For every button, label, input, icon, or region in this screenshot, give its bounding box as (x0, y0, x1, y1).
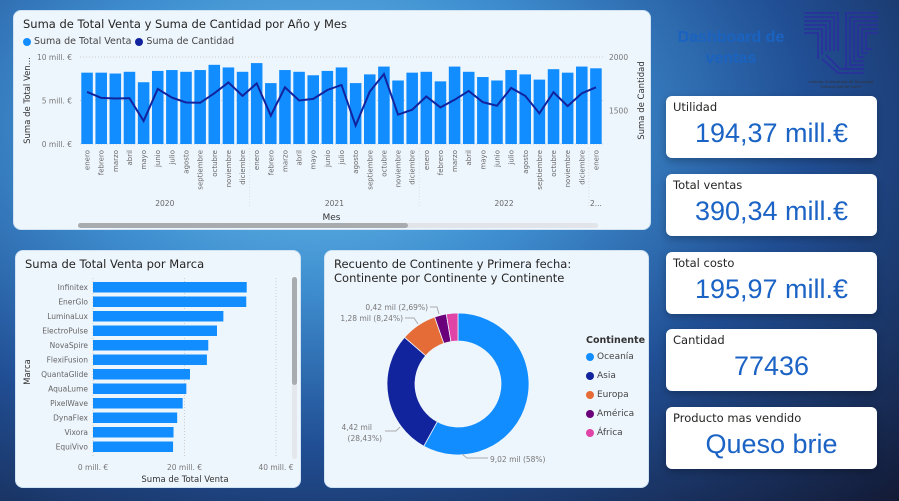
kpi-card-total-costo: Total costo 195,97 mill.€ (666, 252, 877, 314)
kpi-label: Cantidad (673, 333, 725, 347)
kpi-value: 195,97 mill.€ (694, 274, 849, 304)
kpi-card-utilidad: Utilidad 194,37 mill.€ (666, 96, 877, 158)
svg-text:Instituto Universitario de Tec: Instituto Universitario de Tecnología (809, 80, 874, 84)
legend-item-américa[interactable]: América (586, 409, 645, 419)
sales-quantity-combo-chart[interactable]: Suma de Total Venta y Suma de Cantidad p… (13, 10, 651, 230)
legend-item-áfrica[interactable]: África (586, 428, 645, 438)
legend-dot-icon (586, 410, 594, 418)
legend-dot-icon (23, 37, 31, 46)
legend-item-asia[interactable]: Asia (586, 371, 645, 381)
continent-donut-chart[interactable]: Recuento de Continente y Primera fecha: … (324, 250, 649, 488)
kpi-card-total-ventas: Total ventas 390,34 mill.€ (666, 174, 877, 236)
chart-title: Suma de Total Venta y Suma de Cantidad p… (23, 17, 347, 31)
donut-legend: Continente Oceanía Asia Europa América Áfric… (586, 335, 645, 447)
kpi-label: Total ventas (673, 178, 743, 192)
legend-item-quantity[interactable]: Suma de Cantidad (135, 36, 234, 47)
legend-label: Asia (597, 371, 616, 381)
chart-legend: Suma de Total Venta Suma de Cantidad (23, 36, 234, 47)
legend-dot-icon (135, 37, 144, 46)
legend-label: Suma de Total Venta (34, 36, 132, 47)
kpi-value: 194,37 mill.€ (694, 118, 849, 148)
kpi-label: Producto mas vendido (673, 411, 802, 425)
kpi-value: Queso brie (705, 429, 838, 459)
chart-title: Recuento de Continente y Primera fecha: … (334, 257, 572, 285)
legend-item-oceanía[interactable]: Oceanía (586, 352, 645, 362)
kpi-card-cantidad: Cantidad 77436 (666, 329, 877, 391)
scrollbar-thumb[interactable] (292, 277, 297, 385)
kpi-label: Total costo (673, 256, 735, 270)
legend-dot-icon (586, 391, 594, 399)
legend-item-sales[interactable]: Suma de Total Venta (23, 36, 131, 47)
kpi-label: Utilidad (673, 100, 718, 114)
kpi-value: 77436 (733, 351, 810, 381)
legend-label: Suma de Cantidad (146, 36, 235, 47)
svg-text:"Antonio José de Sucre": "Antonio José de Sucre" (820, 85, 863, 89)
kpi-value: 390,34 mill.€ (694, 196, 849, 226)
legend-dot-icon (586, 353, 594, 361)
sales-by-brand-chart[interactable]: Suma de Total Venta por Marca (15, 250, 301, 488)
institute-logo: Instituto Universitario de Tecnología "A… (804, 12, 878, 89)
legend-label: África (597, 428, 623, 438)
chart-title: Suma de Total Venta por Marca (25, 257, 205, 271)
dashboard-title: Dashboard de ventas (677, 29, 785, 67)
legend-label: Oceanía (597, 352, 634, 362)
legend-label: Europa (597, 390, 629, 400)
vertical-scrollbar[interactable] (292, 277, 297, 459)
legend-label: América (597, 409, 635, 419)
legend-dot-icon (586, 429, 594, 437)
legend-title: Continente (586, 335, 646, 346)
legend-dot-icon (586, 372, 594, 380)
legend-item-europa[interactable]: Europa (586, 390, 645, 400)
kpi-card-producto-mas-vendido: Producto mas vendido Queso brie (666, 407, 877, 469)
